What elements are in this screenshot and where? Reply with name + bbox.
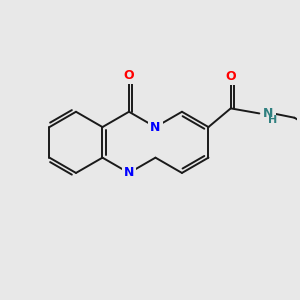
Text: O: O bbox=[124, 69, 134, 82]
Text: N: N bbox=[124, 167, 134, 179]
Text: N: N bbox=[263, 107, 274, 120]
Text: O: O bbox=[225, 70, 236, 83]
Text: N: N bbox=[150, 121, 161, 134]
Text: H: H bbox=[268, 115, 278, 124]
